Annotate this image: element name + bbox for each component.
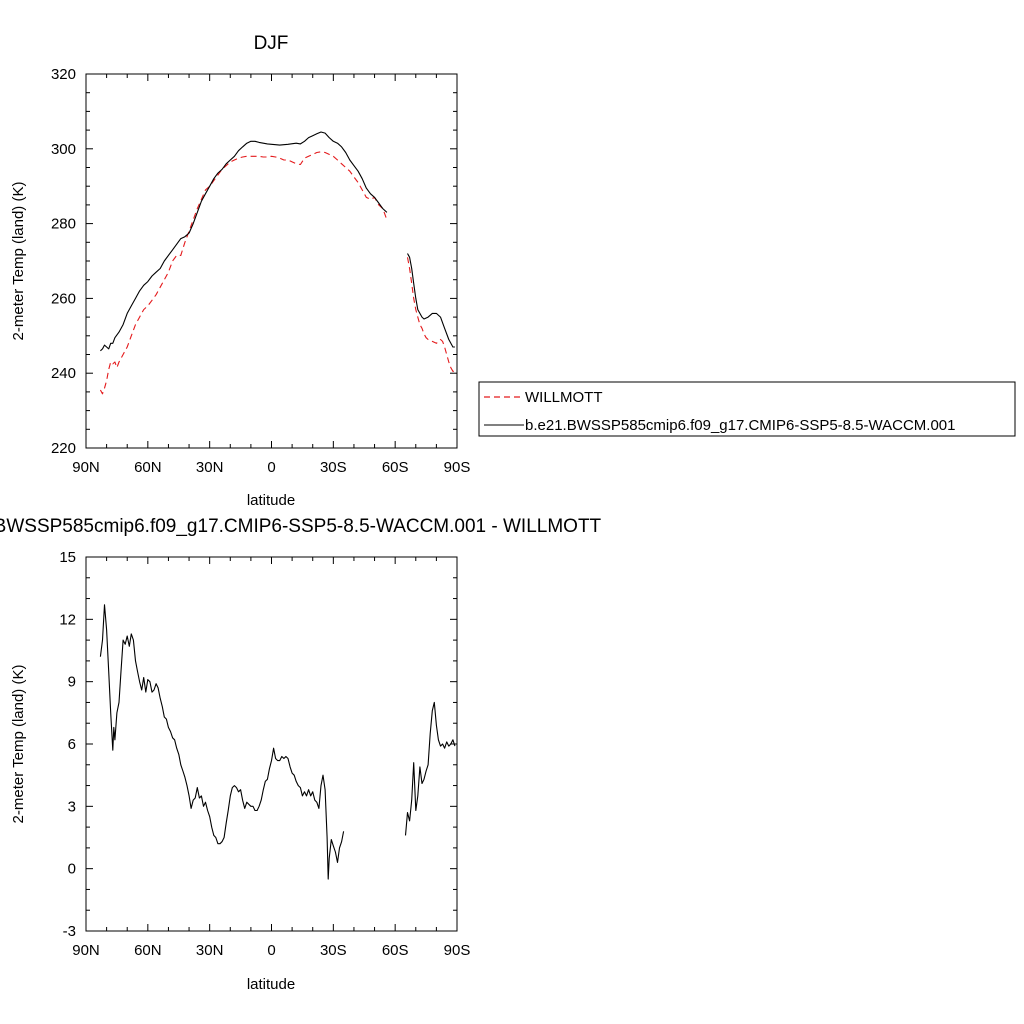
bottom-y-tick-label: 3: [68, 798, 76, 815]
top-y-tick-label: 280: [51, 216, 76, 233]
legend-label-model: b.e21.BWSSP585cmip6.f09_g17.CMIP6-SSP5-8…: [525, 417, 955, 434]
top-title: DJF: [254, 33, 289, 54]
top-x-tick-label: 90N: [72, 459, 100, 476]
top-x-axis-label: latitude: [247, 492, 295, 509]
bottom-series-0-line-segment-1: [404, 701, 456, 836]
top-y-axis-label: 2-meter Temp (land) (K): [10, 182, 27, 341]
top-y-tick-label: 260: [51, 290, 76, 307]
top-plot-frame: [85, 73, 458, 449]
legend-box: [478, 381, 1016, 437]
bottom-series: [99, 604, 456, 880]
bottom-y-tick-label: -3: [63, 923, 76, 940]
bottom-y-tick-label: 15: [59, 549, 76, 566]
top-y-tick-label: 240: [51, 365, 76, 382]
bottom-x-tick-label: 90N: [72, 942, 100, 959]
bottom-plot-frame: [85, 556, 458, 932]
top-x-tick-label: 30S: [320, 459, 347, 476]
bottom-series-0-line-segment-0: [99, 604, 345, 880]
top-x-tick-label: 60S: [382, 459, 409, 476]
bottom-panel: b.e21.BWSSP585cmip6.f09_g17.CMIP6-SSP5-8…: [0, 516, 602, 993]
bottom-y-axis-label: 2-meter Temp (land) (K): [10, 665, 27, 824]
top-x-tick-label: 30N: [196, 459, 224, 476]
bottom-x-tick-label: 60N: [134, 942, 162, 959]
legend: WILLMOTT b.e21.BWSSP585cmip6.f09_g17.CMI…: [478, 381, 1016, 437]
top-series-1-line-segment-1: [407, 253, 455, 348]
top-y-tick-label: 320: [51, 66, 76, 83]
bottom-axis-ticks: 90N 60N 30N 0 30S 60S 90S -3 0 3 6 9 12 15: [59, 549, 470, 959]
top-series-0-line-segment-1: [406, 257, 455, 372]
top-y-tick-label: 220: [51, 440, 76, 457]
top-y-tick-label: 300: [51, 141, 76, 158]
top-panel: DJF 90N 60N 30N 0 30S 60S 90S 220 240 260 280 300 32…: [10, 33, 470, 509]
top-x-tick-label: 90S: [444, 459, 471, 476]
top-x-tick-label: 0: [267, 459, 275, 476]
top-series: [99, 131, 455, 395]
top-x-tick-label: 60N: [134, 459, 162, 476]
top-axis-ticks: 90N 60N 30N 0 30S 60S 90S 220 240 260 280 300 320: [51, 66, 470, 476]
bottom-y-tick-label: 12: [59, 611, 76, 628]
top-series-1-line-segment-0: [100, 131, 388, 352]
bottom-y-tick-label: 0: [68, 861, 76, 878]
bottom-x-tick-label: 30S: [320, 942, 347, 959]
top-series-0-line-segment-0: [99, 151, 388, 395]
bottom-x-tick-label: 0: [267, 942, 275, 959]
bottom-x-tick-label: 90S: [444, 942, 471, 959]
bottom-title: b.e21.BWSSP585cmip6.f09_g17.CMIP6-SSP5-8…: [0, 516, 602, 537]
bottom-y-tick-label: 9: [68, 674, 76, 691]
bottom-x-tick-label: 60S: [382, 942, 409, 959]
bottom-x-tick-label: 30N: [196, 942, 224, 959]
legend-label-willmott: WILLMOTT: [525, 389, 603, 406]
bottom-x-axis-label: latitude: [247, 976, 295, 993]
bottom-y-tick-label: 6: [68, 736, 76, 753]
